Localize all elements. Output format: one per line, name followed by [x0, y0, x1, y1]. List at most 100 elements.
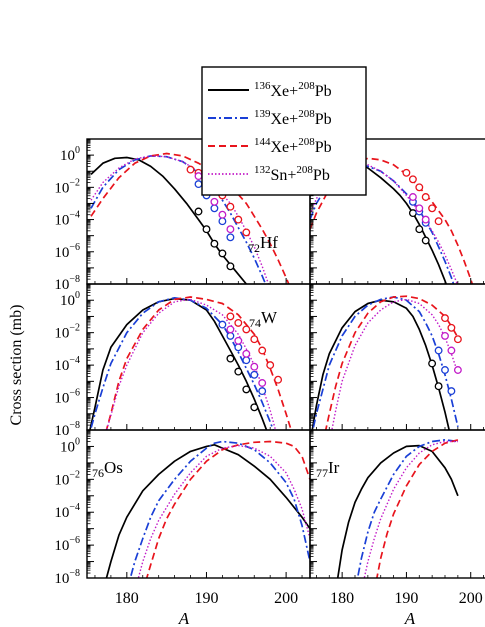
- data-point-136xe-208pb: [421, 236, 430, 245]
- data-point-132sn-208pb: [242, 349, 251, 358]
- data-point-132sn-208pb: [415, 204, 424, 213]
- data-point-136xe-208pb: [218, 249, 227, 258]
- data-point-139xe-208pb: [447, 387, 456, 396]
- y-tick-label: 100: [60, 436, 80, 455]
- y-tick-label: 100: [60, 290, 80, 309]
- panel-os-curves: [105, 440, 310, 578]
- element-label-z: 74: [249, 316, 261, 330]
- series-line-132sn-208pb: [105, 298, 277, 430]
- y-tick-base: 10: [54, 277, 69, 293]
- element-label-z: 72: [248, 241, 260, 255]
- y-tick-label: 10−2: [54, 177, 80, 196]
- data-point-139xe-208pb: [218, 217, 227, 226]
- data-point-132sn-208pb: [250, 362, 259, 371]
- y-tick-label: 10−2: [54, 469, 80, 488]
- y-tick-exponent: 0: [75, 436, 80, 447]
- series-line-139xe-208pb: [311, 296, 459, 430]
- legend-el2: Pb: [313, 167, 330, 184]
- data-point-136xe-208pb: [242, 385, 251, 394]
- element-label-z: 77: [316, 466, 328, 480]
- y-tick-exponent: −6: [69, 242, 80, 253]
- element-label-symbol: W: [261, 308, 278, 327]
- data-point-144xe-208pb: [447, 323, 456, 332]
- panel-w-r: [309, 283, 485, 431]
- x-tick-label: 190: [394, 590, 418, 607]
- data-point-144xe-208pb: [441, 314, 449, 323]
- y-tick-exponent: −8: [69, 420, 80, 431]
- series-line-144xe-208pb: [324, 295, 459, 430]
- series-line-139xe-208pb: [89, 296, 275, 430]
- data-point-144xe-208pb: [226, 202, 235, 211]
- y-tick-base: 10: [54, 505, 69, 521]
- legend-mass1: 139: [254, 108, 271, 120]
- data-point-136xe-208pb: [428, 359, 437, 368]
- series-line-132sn-208pb: [90, 155, 270, 284]
- data-point-132sn-208pb: [218, 210, 227, 219]
- panel-frame: [309, 429, 485, 579]
- data-point-144xe-208pb: [258, 346, 267, 355]
- y-tick-label: 10−8: [54, 420, 80, 439]
- data-point-136xe-208pb: [226, 262, 235, 271]
- series-line-144xe-208pb: [105, 296, 292, 430]
- element-label-symbol: Hf: [260, 233, 278, 252]
- legend-label: 144Xe+208Pb: [254, 136, 332, 156]
- data-point-139xe-208pb: [242, 356, 251, 365]
- panel-w-curves: [89, 296, 292, 430]
- data-point-144xe-208pb: [242, 228, 251, 237]
- y-tick-base: 10: [60, 148, 75, 164]
- data-point-132sn-208pb: [210, 197, 219, 206]
- legend-label: 139Xe+208Pb: [254, 108, 332, 128]
- element-label-symbol: Ir: [328, 458, 340, 477]
- element-label-z: 76: [92, 466, 104, 480]
- series-line-136xe-208pb: [105, 443, 310, 578]
- y-tick-label: 100: [60, 145, 80, 164]
- y-tick-label: 10−6: [54, 242, 80, 261]
- data-point-144xe-208pb: [434, 217, 443, 226]
- data-point-144xe-208pb: [408, 175, 417, 184]
- y-tick-base: 10: [54, 213, 69, 229]
- data-point-136xe-208pb: [408, 209, 417, 218]
- y-tick-exponent: −2: [69, 177, 80, 188]
- y-tick-exponent: −4: [69, 210, 80, 221]
- x-tick-label: 190: [195, 590, 219, 607]
- y-tick-label: 10−6: [54, 535, 80, 554]
- y-tick-exponent: 0: [75, 145, 80, 156]
- legend-label: 132Sn+208Pb: [254, 164, 330, 184]
- data-point-144xe-208pb: [226, 312, 235, 321]
- data-point-136xe-208pb: [202, 225, 211, 234]
- panel-ir-curves: [336, 439, 459, 578]
- data-point-144xe-208pb: [428, 204, 437, 213]
- y-tick-exponent: −2: [69, 323, 80, 334]
- y-tick-exponent: −8: [69, 568, 80, 579]
- y-tick-label: 10−2: [54, 323, 80, 342]
- data-point-132sn-208pb: [194, 172, 203, 181]
- data-point-139xe-208pb: [226, 233, 235, 242]
- y-tick-base: 10: [54, 245, 69, 261]
- y-tick-label: 10−4: [54, 355, 80, 374]
- legend-el1: Xe+: [271, 139, 299, 156]
- y-tick-exponent: 0: [75, 290, 80, 301]
- series-line-144xe-208pb: [145, 440, 310, 578]
- y-tick-exponent: −4: [69, 502, 80, 513]
- data-point-132sn-208pb: [421, 215, 430, 224]
- y-tick-base: 10: [54, 538, 69, 554]
- series-line-132sn-208pb: [137, 444, 310, 578]
- y-tick-exponent: −4: [69, 355, 80, 366]
- y-tick-base: 10: [54, 571, 69, 587]
- data-point-139xe-208pb: [234, 343, 243, 352]
- y-tick-label: 10−4: [54, 210, 80, 229]
- legend-mass1: 132: [254, 164, 271, 176]
- y-tick-exponent: −6: [69, 388, 80, 399]
- data-point-144xe-208pb: [415, 183, 424, 192]
- legend-el1: Xe+: [271, 83, 299, 100]
- data-point-144xe-208pb: [234, 318, 243, 327]
- legend-mass2: 208: [296, 164, 313, 176]
- data-point-139xe-208pb: [218, 320, 227, 329]
- y-tick-base: 10: [60, 439, 75, 455]
- data-point-144xe-208pb: [402, 168, 411, 177]
- data-point-136xe-208pb: [226, 354, 235, 363]
- y-tick-label: 10−8: [54, 274, 80, 293]
- y-tick-exponent: −8: [69, 274, 80, 285]
